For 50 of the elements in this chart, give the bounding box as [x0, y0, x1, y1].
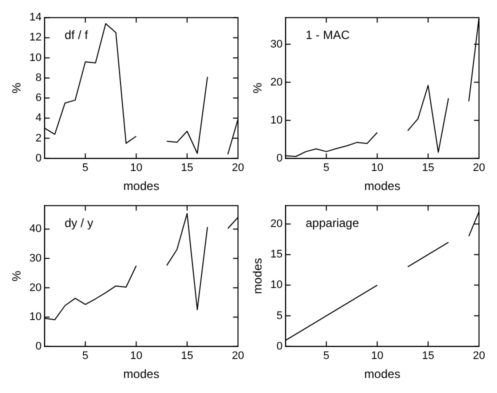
- y-tick-label: 10: [29, 311, 42, 324]
- y-tick-label: 2: [36, 132, 42, 144]
- annotation: dy / y: [64, 216, 94, 230]
- y-tick-label: 8: [36, 72, 42, 84]
- x-tick-label: 5: [82, 162, 88, 174]
- y-axis-title: %: [250, 82, 265, 94]
- y-axis-title: modes: [250, 258, 265, 294]
- y-tick-label: 30: [29, 252, 42, 264]
- x-tick-label: 5: [82, 350, 88, 362]
- x-tick-label: 15: [180, 350, 194, 362]
- x-tick-label: 10: [371, 162, 384, 174]
- y-tick-label: 0: [276, 152, 283, 164]
- y-tick-label: 10: [29, 52, 42, 64]
- x-tick-label: 15: [422, 350, 434, 362]
- x-axis-title: modes: [123, 179, 160, 194]
- y-tick-label: 10: [270, 279, 283, 292]
- annotation: appariage: [306, 216, 360, 230]
- x-axis-title: modes: [123, 367, 160, 382]
- x-tick-label: 20: [232, 350, 244, 362]
- y-tick-label: 20: [270, 218, 283, 230]
- y-tick-label: 6: [36, 92, 42, 104]
- y-tick-label: 40: [29, 223, 42, 236]
- y-tick-label: 0: [276, 340, 283, 352]
- x-tick-label: 15: [180, 162, 194, 174]
- x-tick-label: 20: [472, 162, 486, 174]
- y-tick-label: 10: [270, 114, 283, 126]
- x-tick-label: 10: [130, 350, 142, 362]
- y-tick-label: 4: [36, 112, 42, 124]
- y-tick-label: 30: [270, 38, 283, 50]
- y-tick-label: 20: [29, 282, 42, 294]
- y-tick-label: 14: [29, 12, 42, 24]
- y-tick-label: 12: [29, 32, 42, 44]
- y-tick-label: 0: [36, 152, 42, 164]
- x-axis-title: modes: [364, 179, 400, 194]
- y-axis-title: %: [10, 82, 24, 94]
- annotation: df / f: [64, 28, 89, 42]
- x-axis-title: modes: [364, 367, 400, 382]
- x-tick-label: 5: [323, 350, 330, 362]
- x-tick-label: 15: [422, 162, 434, 174]
- x-tick-label: 10: [371, 350, 384, 362]
- y-tick-label: 20: [270, 76, 283, 88]
- annotation: 1 - MAC: [306, 28, 350, 42]
- y-axis-title: %: [10, 270, 24, 282]
- y-tick-label: 5: [276, 310, 283, 322]
- x-tick-label: 20: [472, 350, 486, 362]
- x-tick-label: 10: [130, 162, 142, 174]
- x-tick-label: 20: [232, 162, 244, 174]
- x-tick-label: 5: [323, 162, 330, 174]
- y-tick-label: 0: [36, 340, 42, 352]
- y-tick-label: 15: [270, 248, 283, 261]
